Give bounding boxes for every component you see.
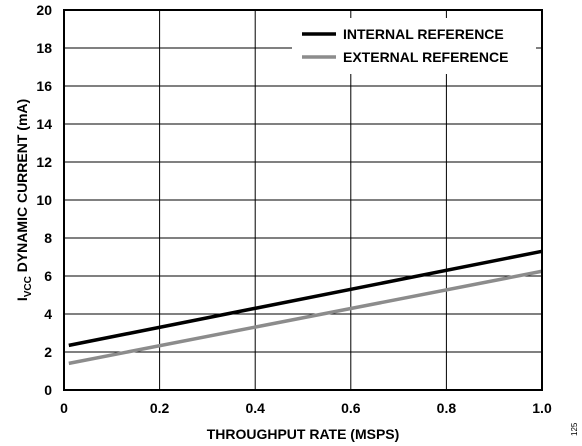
x-tick-label: 1.0 [532,400,552,416]
y-tick-label: 2 [44,344,52,360]
x-tick-label: 0.6 [341,400,361,416]
y-tick-label: 14 [36,116,52,132]
y-axis-title: IVCC DYNAMIC CURRENT (mA) [14,99,34,301]
plot-frame [63,9,543,391]
y-tick-label: 6 [44,268,52,284]
x-tick-label: 0 [60,400,68,416]
y-tick-label: 12 [36,154,52,170]
y-tick-label: 18 [36,40,52,56]
y-tick-label: 20 [36,2,52,18]
y-axis-title-rest: DYNAMIC CURRENT (mA) [14,99,30,276]
x-tick-labels: 0 0.2 0.4 0.6 0.8 1.0 [60,400,552,416]
x-tick-label: 0.4 [245,400,265,416]
x-tick-label: 0.8 [437,400,457,416]
x-axis-title: THROUGHPUT RATE (MSPS) [207,426,400,442]
y-tick-label: 4 [44,306,52,322]
y-tick-label: 10 [36,192,52,208]
series-line-internal-reference [68,249,543,348]
legend-label-external: EXTERNAL REFERENCE [343,49,508,65]
y-axis-title-main: I [14,297,30,301]
y-tick-label: 8 [44,230,52,246]
figure-number: 125 [570,422,579,436]
y-tick-label: 0 [44,382,52,398]
y-tick-label: 16 [36,78,52,94]
y-tick-labels: 0 2 4 6 8 10 12 14 16 18 20 [36,2,52,398]
legend-background [292,18,536,74]
series-line-external-reference [68,269,543,366]
series-lines [68,249,543,366]
y-axis-title-subscript: VCC [23,276,34,297]
legend-label-internal: INTERNAL REFERENCE [343,26,504,42]
x-tick-label: 0.2 [150,400,170,416]
